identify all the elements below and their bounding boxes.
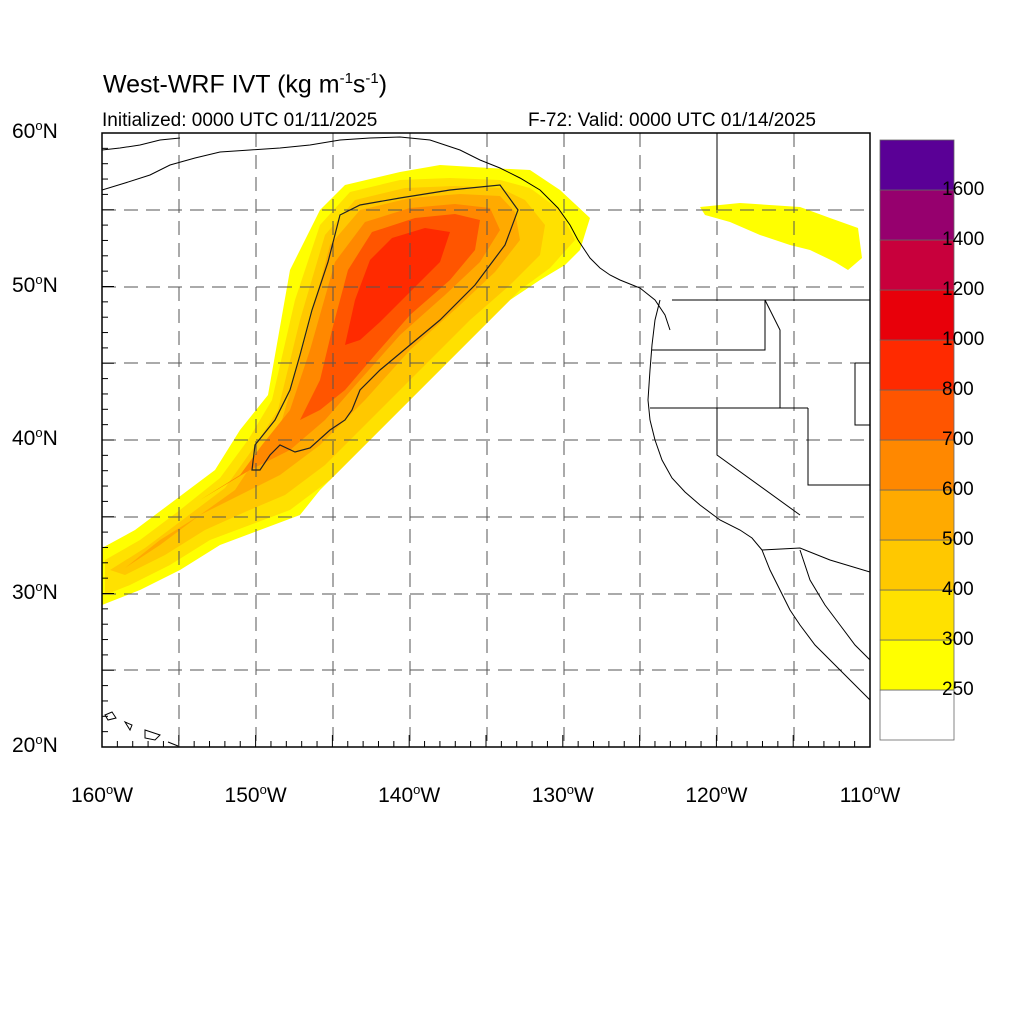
id-border <box>764 299 781 408</box>
ca-coast <box>649 419 763 551</box>
map-title: West-WRF IVT (kg m-1s-1) <box>103 70 387 99</box>
graticule <box>102 133 870 747</box>
hawaii-islands <box>104 711 179 747</box>
colorbar-swatch <box>879 589 955 641</box>
colorbar-swatch <box>879 239 955 291</box>
axis-ticks <box>101 132 871 748</box>
colorbar-swatch <box>879 189 955 241</box>
lon-label: 160oW <box>70 782 134 807</box>
colorbar-level-label: 1600 <box>942 179 985 200</box>
colorbar-swatch <box>879 639 955 691</box>
nv-az-border <box>807 408 870 486</box>
colorbar-level-label: 1000 <box>942 329 985 350</box>
colorbar-swatch <box>879 139 955 191</box>
ivt-band-250-east <box>700 203 862 270</box>
wa-or-border <box>652 300 766 351</box>
title-close-paren: ) <box>378 70 388 99</box>
ivt-contour-250 <box>251 184 519 471</box>
initialized-time: Initialized: 0000 UTC 01/11/2025 <box>102 110 378 131</box>
bc-coast <box>577 239 671 331</box>
title-text-s: s <box>352 70 366 99</box>
colorbar-level-label: 1400 <box>942 229 985 250</box>
lon-label: 130oW <box>531 782 594 807</box>
lat-label: 60oN <box>12 118 58 143</box>
colorbar-swatch <box>879 689 955 741</box>
lat-label: 20oN <box>12 732 58 757</box>
lat-label: 30oN <box>12 578 58 604</box>
lat-label: 40oN <box>12 425 58 450</box>
colorbar-level-label: 700 <box>942 429 974 450</box>
colorbar <box>879 139 955 741</box>
lon-label: 150oW <box>224 782 287 807</box>
colorbar-level-label: 400 <box>942 579 974 600</box>
coastlines <box>102 136 870 747</box>
ca-nv-border <box>716 408 801 516</box>
ivt-shading <box>102 165 862 605</box>
colorbar-level-label: 600 <box>942 479 974 500</box>
colorbar-level-label: 800 <box>942 379 974 400</box>
alaska-coast <box>102 136 579 241</box>
colorbar-level-label: 300 <box>942 629 974 650</box>
lon-label: 120oW <box>685 782 748 807</box>
ivt-band-800-b <box>400 232 445 262</box>
lat-label: 50oN <box>12 271 58 297</box>
wa-or-coast <box>647 299 661 421</box>
us-mexico-border <box>761 547 870 573</box>
colorbar-level-label: 250 <box>942 679 974 700</box>
colorbar-swatch <box>879 489 955 541</box>
aleutian-coast <box>102 137 181 151</box>
colorbar-level-label: 1200 <box>942 279 985 300</box>
colorbar-swatch <box>879 339 955 391</box>
colorbar-swatch <box>879 439 955 491</box>
title-text: West-WRF IVT (kg m <box>103 70 340 99</box>
lon-label: 110oW <box>839 782 901 807</box>
baja-coast <box>761 549 870 701</box>
title-exponent-1: -1 <box>339 70 353 87</box>
gulf-ca-coast <box>799 549 870 661</box>
valid-time: F-72: Valid: 0000 UTC 01/14/2025 <box>528 110 816 131</box>
colorbar-swatch <box>879 389 955 441</box>
mt-border <box>854 362 870 426</box>
colorbar-swatch <box>879 539 955 591</box>
political-borders <box>650 133 870 573</box>
title-exponent-2: -1 <box>365 70 379 87</box>
colorbar-level-label: 500 <box>942 529 974 550</box>
lon-label: 140oW <box>378 782 441 807</box>
